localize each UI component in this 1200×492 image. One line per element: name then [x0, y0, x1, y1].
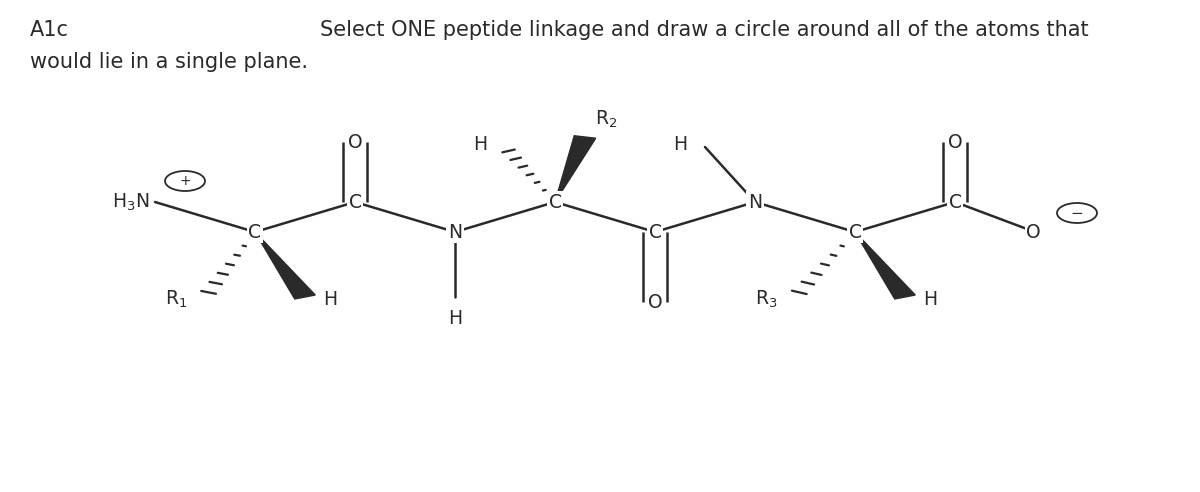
Text: H: H [473, 135, 487, 154]
Text: H: H [923, 290, 937, 309]
Text: O: O [648, 293, 662, 311]
Text: O: O [348, 132, 362, 152]
Text: H: H [323, 290, 337, 309]
Text: C: C [848, 222, 862, 242]
Text: C: C [348, 192, 361, 212]
Text: R$_3$: R$_3$ [755, 289, 778, 310]
Text: C: C [948, 192, 961, 212]
Text: −: − [1070, 206, 1084, 220]
Text: O: O [948, 132, 962, 152]
Text: +: + [179, 174, 191, 188]
Polygon shape [856, 232, 916, 299]
Text: N: N [448, 222, 462, 242]
Text: C: C [548, 192, 562, 212]
Text: R$_1$: R$_1$ [164, 289, 187, 310]
Text: H: H [448, 309, 462, 329]
Text: H$_3$N: H$_3$N [112, 191, 149, 213]
Text: N: N [748, 192, 762, 212]
Text: R$_2$: R$_2$ [595, 108, 617, 129]
Text: C: C [648, 222, 661, 242]
Text: O: O [1026, 222, 1040, 242]
Polygon shape [254, 232, 316, 299]
Polygon shape [554, 136, 595, 202]
Text: A1c: A1c [30, 20, 70, 39]
Text: would lie in a single plane.: would lie in a single plane. [30, 52, 308, 72]
Text: H: H [673, 135, 686, 154]
Text: Select ONE peptide linkage and draw a circle around all of the atoms that: Select ONE peptide linkage and draw a ci… [320, 20, 1088, 39]
Text: C: C [248, 222, 262, 242]
